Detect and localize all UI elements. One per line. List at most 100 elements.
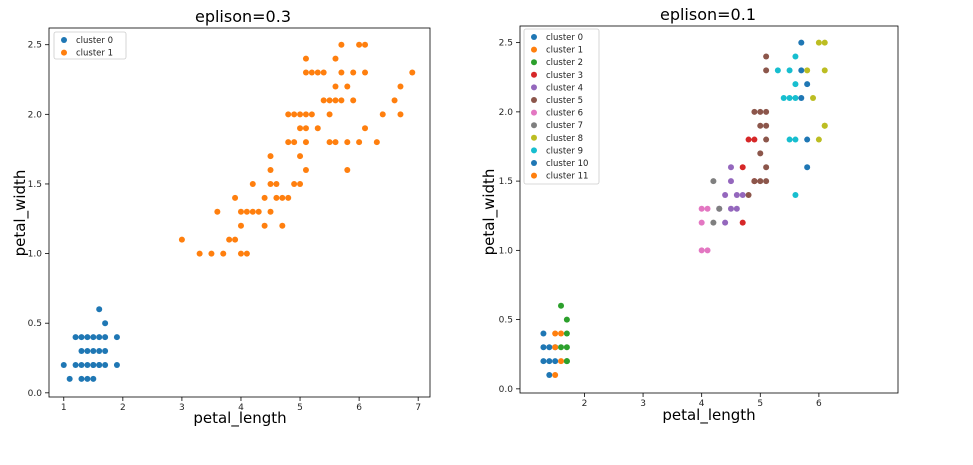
data-point <box>113 361 120 368</box>
data-point <box>710 178 717 185</box>
data-point <box>84 334 91 341</box>
data-point <box>237 250 244 257</box>
data-point <box>540 330 547 337</box>
data-point <box>84 375 91 382</box>
legend-label: cluster 9 <box>546 146 583 156</box>
x-tick-label: 2 <box>120 403 126 413</box>
data-point <box>780 95 787 102</box>
y-tick-label: 2.0 <box>499 108 514 118</box>
data-point <box>540 344 547 351</box>
legend-frame <box>523 28 600 185</box>
data-point <box>279 222 286 229</box>
x-tick-label: 5 <box>757 399 763 409</box>
data-point <box>297 153 304 160</box>
data-point <box>563 344 570 351</box>
data-point <box>291 111 298 118</box>
data-point <box>763 122 770 129</box>
legend-marker <box>531 160 537 166</box>
data-point <box>821 39 828 46</box>
legend-label: cluster 6 <box>546 109 583 119</box>
data-point <box>96 306 103 313</box>
legend: cluster 0 cluster 1 cluster 2 cluster 3 clus… <box>523 28 600 185</box>
data-point <box>302 139 309 146</box>
y-tick-label: 0.0 <box>499 385 514 395</box>
data-point <box>563 358 570 365</box>
data-point <box>362 69 369 76</box>
data-point <box>792 136 799 143</box>
legend: cluster 0 cluster 1 <box>53 31 127 60</box>
data-point <box>563 316 570 323</box>
data-point <box>320 97 327 104</box>
y-tick-label: 1.5 <box>499 177 513 187</box>
data-point <box>546 371 553 378</box>
data-point <box>326 97 333 104</box>
x-tick-label: 2 <box>582 399 588 409</box>
data-point <box>338 97 345 104</box>
data-point <box>84 348 91 355</box>
data-point <box>344 83 351 90</box>
data-point <box>774 67 781 74</box>
data-point <box>96 348 103 355</box>
legend-marker <box>531 84 537 91</box>
data-point <box>733 205 740 212</box>
legend-marker <box>61 49 67 56</box>
data-point <box>214 208 221 215</box>
data-point <box>113 334 120 341</box>
data-point <box>66 375 73 382</box>
data-point <box>356 41 363 48</box>
legend-marker <box>531 46 537 53</box>
data-point <box>804 81 811 88</box>
y-tick-label: 2.5 <box>499 39 513 49</box>
data-point <box>704 247 711 254</box>
data-point <box>552 330 559 337</box>
data-point <box>798 39 805 46</box>
data-point <box>751 136 758 143</box>
x-tick-label: 4 <box>238 403 244 413</box>
data-point <box>558 302 565 309</box>
data-point <box>249 180 256 187</box>
data-point <box>792 81 799 88</box>
legend-label: cluster 2 <box>546 58 583 68</box>
data-point <box>704 205 711 212</box>
data-point <box>291 180 298 187</box>
data-point <box>815 39 822 46</box>
data-point <box>326 139 333 146</box>
y-tick-label: 1.0 <box>28 250 43 260</box>
data-point <box>362 125 369 132</box>
data-point <box>220 250 227 257</box>
data-point <box>178 236 185 243</box>
x-axis-label: petal_length <box>662 406 755 425</box>
y-tick-label: 0.5 <box>499 316 513 326</box>
data-point <box>698 205 705 212</box>
data-point <box>96 361 103 368</box>
legend-label: cluster 0 <box>76 36 113 46</box>
data-point <box>332 139 339 146</box>
data-point <box>78 375 85 382</box>
data-point <box>344 139 351 146</box>
x-tick-label: 5 <box>297 403 303 413</box>
data-point <box>722 219 729 226</box>
x-tick-label: 4 <box>699 399 705 409</box>
data-point <box>279 194 286 201</box>
data-point <box>546 358 553 365</box>
data-point <box>232 236 239 243</box>
data-point <box>786 136 793 143</box>
data-point <box>558 358 565 365</box>
legend-label: cluster 7 <box>546 121 583 131</box>
data-point <box>273 180 280 187</box>
legend-label: cluster 11 <box>546 172 588 182</box>
data-point <box>786 95 793 102</box>
data-point <box>102 334 109 341</box>
data-point <box>338 69 345 76</box>
data-point <box>821 122 828 129</box>
data-point <box>786 67 793 74</box>
data-point <box>249 208 256 215</box>
x-axis-label: petal_length <box>193 409 286 428</box>
data-point <box>763 164 770 171</box>
legend-label: cluster 10 <box>546 159 588 169</box>
data-point <box>804 67 811 74</box>
data-point <box>267 153 274 160</box>
legend-marker <box>531 172 537 179</box>
x-tick-label: 6 <box>356 403 362 413</box>
data-point <box>302 111 309 118</box>
